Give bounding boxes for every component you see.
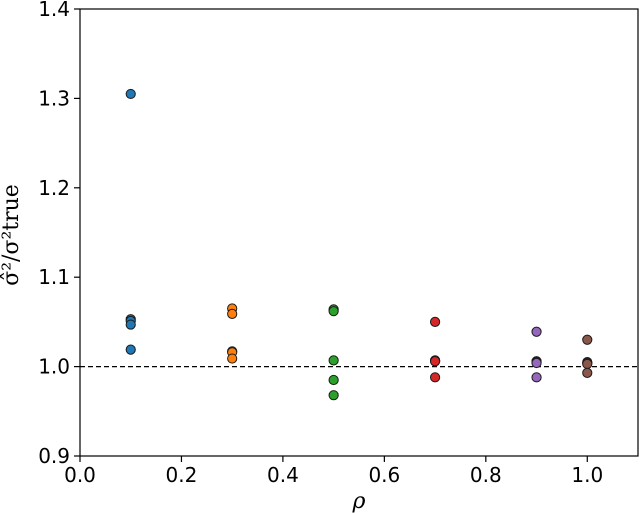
y-tick-label: 1.0 — [38, 355, 70, 379]
data-point — [328, 306, 339, 317]
x-tick-label: 1.0 — [571, 463, 603, 487]
data-point — [429, 372, 441, 383]
data-point — [328, 374, 339, 386]
data-point — [125, 88, 136, 100]
x-tick-label: 0.0 — [64, 463, 96, 487]
y-tick-label: 1.1 — [38, 265, 70, 289]
data-point — [531, 372, 542, 383]
data-point — [531, 357, 542, 369]
plot-frame — [79, 8, 639, 457]
x-tick-label: 0.8 — [470, 463, 502, 487]
y-tick-label: 1.4 — [38, 0, 70, 21]
y-tick-label: 0.9 — [38, 444, 70, 468]
data-point — [531, 326, 542, 337]
x-tick-label: 0.6 — [368, 463, 400, 487]
data-point — [125, 319, 136, 330]
data-point — [328, 355, 339, 366]
data-point — [429, 316, 441, 327]
data-point — [582, 334, 593, 345]
data-point — [582, 358, 593, 370]
data-point — [227, 353, 238, 364]
x-tick-label: 0.4 — [267, 463, 299, 487]
x-axis-label: ρ — [352, 489, 366, 513]
y-tick-label: 1.3 — [38, 86, 70, 110]
data-point — [429, 356, 441, 367]
points-layer — [125, 88, 593, 401]
data-point — [227, 308, 238, 319]
ticks-layer: 0.0 0.2 0.4 0.6 0.8 1.0 0.9 1.0 1.1 1.2 1.3 1.4 — [38, 0, 603, 487]
data-point — [328, 390, 339, 401]
data-point — [582, 367, 593, 378]
y-tick-label: 1.2 — [38, 176, 70, 200]
x-tick-label: 0.2 — [166, 463, 198, 487]
data-point — [125, 344, 136, 355]
y-axis-label: σ̂²/σ²true — [0, 184, 24, 286]
